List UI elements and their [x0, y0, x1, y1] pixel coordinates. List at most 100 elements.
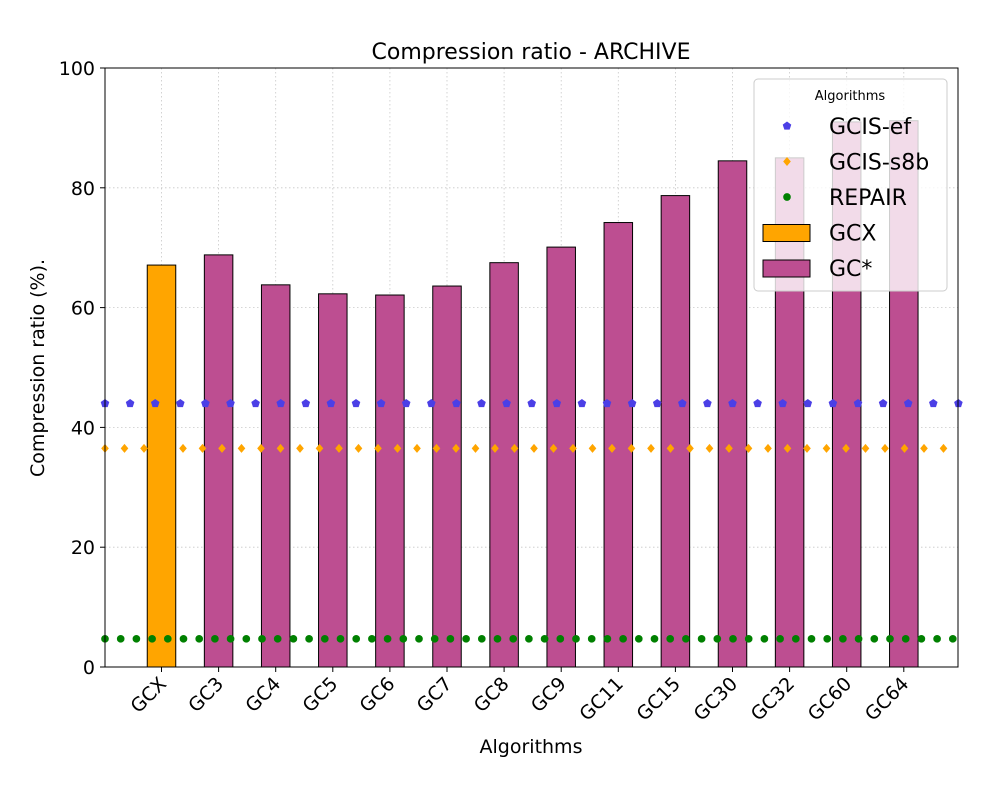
marker-repair	[148, 635, 156, 643]
marker-repair	[760, 635, 769, 643]
bar-gc3	[203, 254, 234, 668]
marker-gcis-s8b	[744, 443, 753, 453]
bar-gc7	[432, 285, 462, 668]
marker-repair	[273, 635, 282, 643]
marker-repair	[901, 635, 910, 643]
legend-label-repair: REPAIR	[829, 186, 907, 211]
legend-entry-gcis-ef: GCIS-ef	[782, 115, 912, 140]
marker-gcis-s8b	[647, 443, 655, 453]
marker-repair	[776, 635, 784, 643]
marker-repair	[556, 635, 565, 643]
marker-gcis-s8b	[920, 443, 928, 453]
marker-gcis-s8b	[822, 443, 831, 453]
marker-repair	[179, 635, 188, 643]
legend-label-gcis-s8b: GCIS-s8b	[829, 151, 929, 176]
x-tick-label-gc64: GC64	[861, 673, 913, 725]
legend-marker-gcis-ef	[782, 121, 792, 130]
y-tick-label: 100	[59, 58, 95, 80]
x-tick-label-gc4: GC4	[241, 673, 285, 717]
marker-repair	[682, 635, 690, 643]
marker-gcis-ef	[276, 398, 285, 408]
reference-line-repair	[101, 635, 957, 643]
bar-gc30	[717, 160, 748, 668]
marker-repair	[666, 635, 675, 643]
marker-gcis-ef	[903, 398, 913, 408]
marker-gcis-s8b	[218, 443, 226, 453]
x-tick-label-gcx: GCX	[126, 673, 171, 718]
marker-repair	[870, 635, 879, 643]
legend-entries: GCIS-ef GCIS-s8b REPAIR GCX GC*	[762, 115, 929, 282]
marker-gcis-ef	[226, 398, 235, 408]
marker-gcis-ef	[201, 398, 210, 408]
marker-repair	[839, 635, 847, 643]
marker-gcis-s8b	[393, 443, 402, 453]
x-tick-label-gc60: GC60	[804, 673, 856, 725]
marker-gcis-s8b	[296, 443, 304, 453]
marker-gcis-ef	[878, 398, 888, 408]
marker-repair	[525, 635, 533, 643]
bar-gc4	[260, 284, 291, 668]
marker-gcis-ef	[828, 398, 838, 408]
marker-gcis-s8b	[530, 443, 538, 453]
marker-gcis-s8b	[276, 443, 285, 453]
marker-gcis-s8b	[666, 443, 675, 453]
x-tick-label-gc6: GC6	[356, 673, 400, 717]
reference-line-gcis-ef	[100, 398, 963, 408]
bar-gc5	[318, 293, 348, 668]
marker-gcis-s8b	[686, 443, 694, 453]
marker-repair	[540, 635, 549, 643]
marker-gcis-ef	[703, 398, 712, 408]
marker-repair	[368, 635, 376, 643]
marker-gcis-s8b	[608, 443, 616, 453]
bar-gc6	[375, 294, 405, 668]
marker-repair	[116, 635, 125, 643]
marker-gcis-s8b	[257, 443, 265, 453]
legend-marker-gcis-s8b	[783, 157, 791, 166]
marker-gcis-s8b	[374, 443, 382, 453]
marker-gcis-s8b	[900, 443, 909, 453]
legend-label-gcstar: GC*	[829, 257, 872, 282]
marker-gcis-s8b	[764, 443, 772, 453]
marker-gcis-ef	[552, 398, 562, 408]
marker-repair	[791, 635, 800, 643]
legend-title: Algorithms	[815, 89, 886, 104]
x-axis-label: Algorithms	[480, 736, 583, 758]
marker-gcis-ef	[753, 398, 762, 408]
marker-repair	[211, 635, 219, 643]
marker-gcis-ef	[527, 398, 536, 408]
marker-repair	[697, 635, 706, 643]
marker-gcis-ef	[853, 398, 863, 408]
marker-repair	[305, 635, 313, 643]
marker-repair	[195, 635, 204, 643]
marker-gcis-ef	[301, 398, 311, 408]
marker-gcis-s8b	[413, 443, 421, 453]
legend-swatch-gcstar	[762, 259, 811, 278]
x-tick-label-gc8: GC8	[470, 673, 514, 717]
marker-gcis-s8b	[140, 443, 148, 453]
marker-gcis-ef	[401, 398, 411, 408]
x-tick-label-gc11: GC11	[575, 673, 627, 725]
marker-repair	[587, 635, 596, 643]
legend-marker-repair	[783, 193, 791, 201]
bar-gcx	[146, 264, 177, 668]
marker-gcis-s8b	[354, 443, 363, 453]
y-tick-label: 80	[71, 178, 95, 200]
marker-gcis-ef	[176, 398, 185, 408]
bar-gc9	[546, 246, 576, 668]
marker-gcis-ef	[652, 398, 662, 408]
bar-gc8	[489, 262, 519, 668]
marker-gcis-s8b	[569, 443, 577, 453]
marker-repair	[603, 635, 612, 643]
marker-repair	[258, 635, 266, 643]
marker-repair	[430, 635, 439, 643]
marker-repair	[462, 635, 470, 643]
marker-gcis-s8b	[510, 443, 519, 453]
marker-gcis-ef	[502, 398, 511, 408]
marker-gcis-ef	[728, 398, 737, 408]
marker-repair	[807, 635, 816, 643]
legend-label-gcx: GCX	[829, 222, 876, 247]
marker-repair	[823, 635, 832, 643]
chart-title: Compression ratio - ARCHIVE	[372, 40, 691, 65]
marker-gcis-ef	[778, 398, 787, 408]
